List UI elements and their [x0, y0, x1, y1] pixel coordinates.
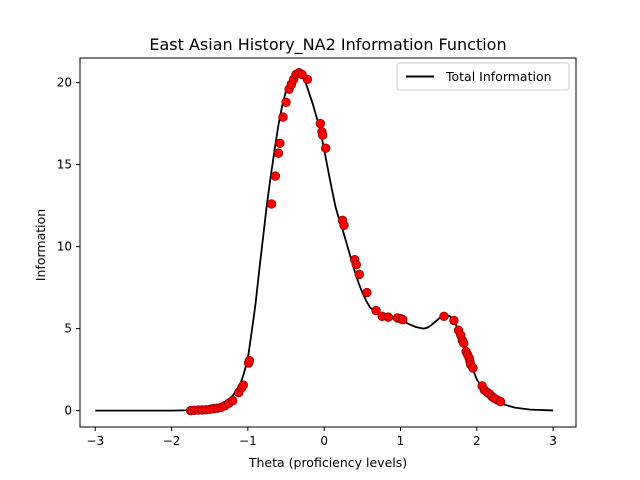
item-point: [227, 396, 238, 406]
axes-frame: [79, 57, 577, 428]
legend-box: [396, 62, 570, 91]
y-tick-label: 0: [64, 404, 72, 418]
x-axis: −3 −2 −1 0 1 2 3: [86, 427, 557, 448]
item-point: [371, 305, 381, 316]
item-point: [398, 314, 408, 325]
legend-label: Total Information: [445, 69, 552, 84]
x-tick-label: 2: [473, 434, 481, 448]
item-point: [238, 380, 249, 390]
item-point: [302, 74, 313, 85]
item-point: [281, 97, 291, 107]
item-point: [468, 363, 478, 373]
legend: Total Information: [396, 62, 570, 91]
item-point: [459, 338, 469, 349]
item-point: [351, 259, 361, 270]
item-point: [270, 171, 281, 181]
y-axis-label: Information: [33, 209, 48, 281]
y-tick-label: 10: [57, 240, 72, 254]
y-axis: 0 5 10 15 20: [57, 76, 80, 418]
chart-title: East Asian History_NA2 Information Funct…: [149, 35, 506, 55]
x-tick-label: 3: [549, 434, 557, 448]
y-tick-label: 20: [57, 76, 72, 90]
item-point: [317, 130, 328, 140]
x-tick-label: 1: [397, 434, 405, 448]
x-axis-label: Theta (proficiency levels): [248, 455, 407, 470]
y-tick-label: 15: [57, 158, 72, 172]
item-point: [449, 315, 459, 326]
item-point: [439, 311, 449, 322]
item-point: [383, 312, 393, 322]
item-point: [244, 355, 255, 366]
y-tick-label: 5: [64, 322, 72, 336]
item-point: [495, 396, 506, 407]
item-point: [278, 112, 288, 122]
item-point: [273, 148, 284, 158]
plot-area: −3 −2 −1 0 1 2 3 0 5 10 15 20: [57, 57, 577, 448]
item-point: [315, 118, 326, 129]
x-tick-label: −1: [239, 434, 257, 448]
x-tick-label: 0: [320, 434, 328, 448]
points-layer: [185, 68, 506, 416]
x-tick-label: −3: [86, 434, 104, 448]
item-point: [321, 143, 331, 153]
x-tick-label: −2: [163, 434, 181, 448]
item-point: [266, 199, 277, 209]
item-point: [339, 220, 349, 230]
item-point: [362, 287, 372, 298]
item-point: [275, 138, 285, 148]
item-point: [354, 269, 364, 280]
